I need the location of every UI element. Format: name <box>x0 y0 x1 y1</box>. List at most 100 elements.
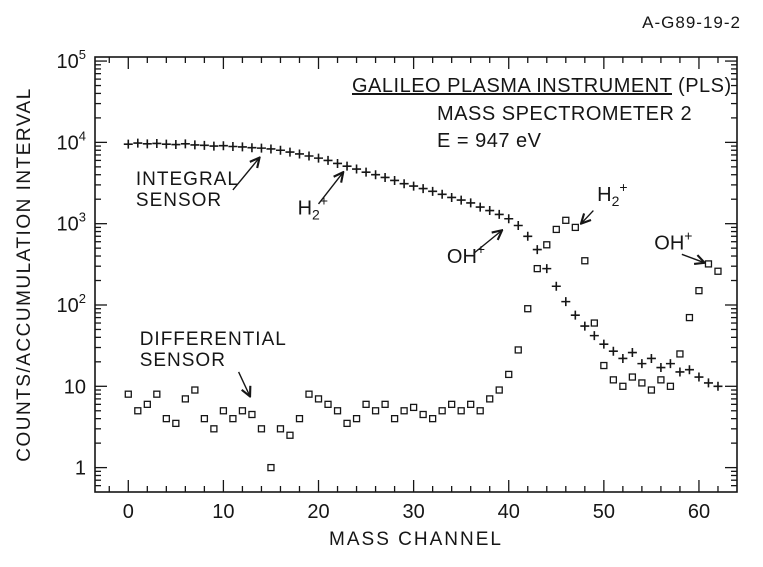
plus-marker <box>409 181 419 191</box>
square-marker <box>267 463 275 472</box>
square-marker <box>333 407 342 415</box>
h2-plus-differential-label: H2+ <box>581 179 628 224</box>
x-axis-title: MASS CHANNEL <box>329 529 503 550</box>
square-marker <box>666 382 675 390</box>
plus-marker <box>665 359 675 369</box>
plus-marker <box>304 151 314 161</box>
square-marker <box>352 415 361 423</box>
square-marker <box>609 376 618 384</box>
square-marker <box>581 257 589 265</box>
plus-marker <box>323 155 333 165</box>
square-marker <box>390 415 399 423</box>
plus-marker <box>237 142 247 152</box>
chart-title-line1: GALILEO PLASMA INSTRUMENT (PLS) <box>352 75 732 97</box>
plus-marker <box>513 220 523 230</box>
x-tick-label: 0 <box>123 501 134 523</box>
plus-marker <box>532 245 542 255</box>
plus-marker <box>447 192 457 202</box>
square-marker <box>229 415 237 423</box>
square-marker <box>543 241 551 249</box>
x-tick-label: 60 <box>688 501 710 523</box>
y-axis-tick-labels: 1 10 102 103 104 105 <box>57 47 86 480</box>
square-marker <box>286 431 294 439</box>
plus-marker <box>275 145 285 155</box>
square-marker <box>647 386 656 394</box>
square-marker <box>514 346 522 354</box>
square-marker <box>324 400 332 408</box>
annotation-text: SENSOR <box>140 350 226 371</box>
h2-plus-integral-label: H2+ <box>298 172 344 222</box>
plus-marker <box>199 140 209 150</box>
annotation-text: SENSOR <box>136 190 222 211</box>
annotation-text: DIFFERENTIAL <box>140 329 287 350</box>
annotation-arrow <box>237 371 250 396</box>
annotation-arrow <box>681 253 705 263</box>
plus-marker <box>646 353 656 363</box>
square-marker <box>486 395 494 403</box>
square-marker <box>257 425 266 433</box>
square-marker <box>314 395 323 403</box>
square-marker <box>172 419 180 428</box>
square-marker <box>305 390 313 398</box>
oh-plus-differential-label: OH+ <box>654 228 704 263</box>
square-marker <box>295 415 304 423</box>
axis-ticks <box>95 57 737 492</box>
plus-marker <box>266 144 276 154</box>
plus-marker <box>161 139 171 149</box>
plus-marker <box>494 209 504 219</box>
annotation-arrow <box>232 158 260 191</box>
annotation-formula: H2+ <box>597 179 627 209</box>
annotation-arrow <box>473 230 503 255</box>
square-marker <box>590 319 598 327</box>
square-marker <box>343 419 351 428</box>
plus-marker <box>190 140 200 150</box>
square-marker <box>476 407 484 415</box>
plus-marker <box>333 158 343 168</box>
x-tick-label: 40 <box>498 501 520 523</box>
x-tick-label: 10 <box>212 501 234 523</box>
square-marker <box>191 386 199 394</box>
annotation-arrow <box>317 172 344 205</box>
square-marker <box>571 223 579 232</box>
plus-marker <box>294 149 304 159</box>
plot-frame <box>94 56 738 493</box>
plus-marker <box>523 231 533 241</box>
square-marker <box>381 400 389 408</box>
annotation-formula: H2+ <box>298 192 328 222</box>
plus-marker <box>228 141 238 151</box>
y-tick-label: 105 <box>57 47 86 73</box>
plus-marker <box>152 138 162 148</box>
plus-marker <box>352 164 362 174</box>
square-marker <box>600 361 608 370</box>
plus-marker <box>456 195 466 205</box>
annotation-formula: OH+ <box>654 228 692 255</box>
square-marker <box>181 395 190 403</box>
plus-marker <box>209 141 219 151</box>
plus-marker <box>570 310 580 320</box>
plus-marker <box>314 153 324 163</box>
series-integral-sensor <box>123 138 723 391</box>
plus-marker <box>504 214 514 224</box>
plus-marker <box>142 139 152 149</box>
square-marker <box>428 415 437 423</box>
square-marker <box>676 350 684 358</box>
square-marker <box>467 400 475 408</box>
plus-marker <box>466 198 476 208</box>
chart-title-line3: E = 947 eV <box>437 130 542 152</box>
plus-marker <box>656 363 666 373</box>
plus-marker <box>684 365 694 375</box>
square-marker <box>276 425 285 433</box>
plus-marker <box>171 140 181 150</box>
annotation-text: INTEGRAL <box>136 169 239 190</box>
x-tick-label: 50 <box>593 501 615 523</box>
square-marker <box>714 267 722 275</box>
plus-marker <box>713 381 723 391</box>
series-differential-sensor <box>124 216 722 472</box>
plus-marker <box>418 184 428 194</box>
square-marker <box>505 370 513 379</box>
plus-marker <box>608 346 618 356</box>
chart-title-block: GALILEO PLASMA INSTRUMENT (PLS) MASS SPEC… <box>352 75 732 152</box>
